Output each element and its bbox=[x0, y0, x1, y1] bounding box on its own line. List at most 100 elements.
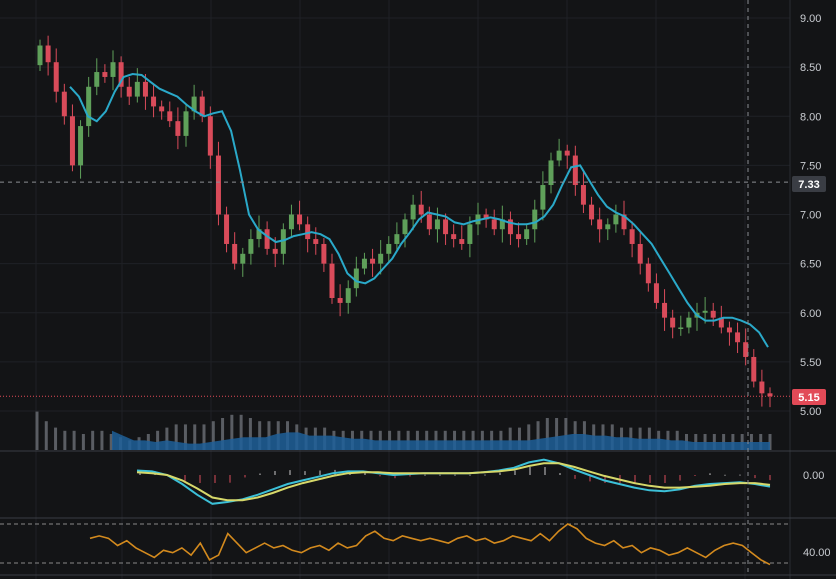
candle-body bbox=[305, 224, 311, 240]
candle-body bbox=[297, 214, 303, 225]
candle-body bbox=[516, 234, 522, 240]
candle-body bbox=[629, 229, 635, 244]
volume-bar bbox=[91, 430, 95, 450]
candle-body bbox=[78, 126, 84, 166]
candle-body bbox=[540, 185, 546, 210]
volume-area-fill bbox=[112, 430, 770, 450]
macd-histogram-bar bbox=[514, 470, 516, 475]
candle-body bbox=[572, 155, 578, 186]
volume-bar bbox=[174, 424, 178, 450]
volume-bar bbox=[202, 424, 206, 450]
candle-body bbox=[313, 239, 319, 244]
candle-body bbox=[151, 96, 157, 107]
candle-body bbox=[710, 310, 716, 318]
macd-histogram-bar bbox=[394, 475, 396, 479]
volume-bar bbox=[564, 418, 568, 450]
candle-body bbox=[743, 342, 749, 357]
price-tick-label: 9.00 bbox=[800, 13, 821, 25]
price-tick-label: 7.50 bbox=[800, 160, 821, 172]
macd-histogram-bar bbox=[544, 467, 546, 475]
price-tick-label: 6.00 bbox=[800, 308, 821, 320]
candle-body bbox=[426, 214, 432, 230]
candle-body bbox=[548, 160, 554, 186]
volume-bar bbox=[545, 418, 549, 450]
candle-body bbox=[207, 116, 213, 156]
volume-bar bbox=[63, 430, 67, 450]
candle-body bbox=[159, 106, 165, 112]
rsi-line bbox=[89, 523, 771, 566]
volume-bar bbox=[221, 418, 225, 450]
volume-bar bbox=[44, 421, 48, 450]
macd-histogram-bar bbox=[259, 473, 261, 475]
candle-body bbox=[53, 62, 59, 92]
candle-body bbox=[726, 327, 732, 333]
candle-body bbox=[735, 332, 741, 343]
candle-body bbox=[410, 204, 416, 220]
volume-bar bbox=[258, 421, 262, 450]
candle-body bbox=[102, 72, 108, 77]
candle-body bbox=[240, 253, 246, 264]
price-tick-label: 8.50 bbox=[800, 62, 821, 74]
candle-body bbox=[37, 45, 43, 66]
volume-bar bbox=[81, 434, 85, 450]
candle-body bbox=[256, 229, 262, 240]
candle-body bbox=[637, 243, 643, 264]
volume-bar bbox=[211, 421, 215, 450]
price-tick-label: 6.50 bbox=[800, 259, 821, 271]
candle-body bbox=[443, 219, 449, 235]
candle-body bbox=[321, 243, 327, 264]
macd-histogram-bar bbox=[769, 475, 771, 481]
macd-histogram-bar bbox=[724, 474, 726, 476]
candle-body bbox=[215, 155, 221, 215]
candle-body bbox=[126, 86, 132, 97]
candle-body bbox=[589, 204, 595, 220]
macd-histogram-bar bbox=[289, 470, 291, 475]
candle-body bbox=[564, 150, 570, 156]
candle-body bbox=[167, 111, 173, 122]
volume-bar bbox=[100, 430, 104, 450]
candles bbox=[37, 35, 773, 408]
candle-body bbox=[645, 263, 651, 284]
candle-body bbox=[402, 219, 408, 235]
candle-body bbox=[662, 302, 668, 318]
macd-histogram-bar bbox=[559, 473, 561, 475]
candle-body bbox=[686, 317, 692, 328]
volume-bar bbox=[72, 430, 76, 450]
macd-histogram-bar bbox=[709, 473, 711, 475]
price-tick-label: 8.00 bbox=[800, 111, 821, 123]
candle-body bbox=[467, 224, 473, 244]
volume-bar bbox=[35, 411, 39, 450]
rsi-40-label: 40.00 bbox=[803, 547, 831, 559]
candle-body bbox=[605, 224, 611, 230]
crosshair-price-label: 7.33 bbox=[798, 179, 819, 191]
macd-histogram-bar bbox=[184, 475, 186, 483]
macd-histogram-bar bbox=[574, 475, 576, 479]
macd-zero-label: 0.00 bbox=[803, 470, 824, 482]
candle-body bbox=[459, 239, 465, 244]
macd-pane bbox=[136, 458, 771, 505]
macd-histogram-bar bbox=[454, 474, 456, 476]
macd-histogram-bar bbox=[199, 475, 201, 483]
candle-body bbox=[434, 219, 440, 230]
candle-body bbox=[175, 121, 181, 136]
candle-body bbox=[370, 258, 376, 264]
macd-histogram-bar bbox=[229, 475, 231, 483]
candle-body bbox=[199, 96, 205, 117]
candle-body bbox=[394, 234, 400, 244]
candle-body bbox=[288, 214, 294, 230]
macd-histogram-bar bbox=[739, 474, 741, 476]
price-axis[interactable]: 9.00 8.50 8.00 7.50 7.00 6.50 6.00 5.50 5.00 bbox=[800, 13, 821, 418]
candle-body bbox=[272, 248, 278, 254]
rsi-pane bbox=[0, 523, 790, 566]
volume-bar bbox=[54, 427, 58, 450]
macd-histogram-bar bbox=[634, 475, 636, 483]
candle-body bbox=[507, 219, 513, 235]
candle-body bbox=[653, 283, 659, 303]
candle-body bbox=[353, 268, 359, 289]
volume-bar bbox=[267, 421, 271, 450]
macd-histogram-bar bbox=[694, 475, 696, 476]
volume-bar bbox=[536, 421, 540, 450]
price-tick-label: 7.00 bbox=[800, 210, 821, 222]
price-tick-label: 5.00 bbox=[800, 406, 821, 418]
candle-body bbox=[69, 116, 75, 166]
